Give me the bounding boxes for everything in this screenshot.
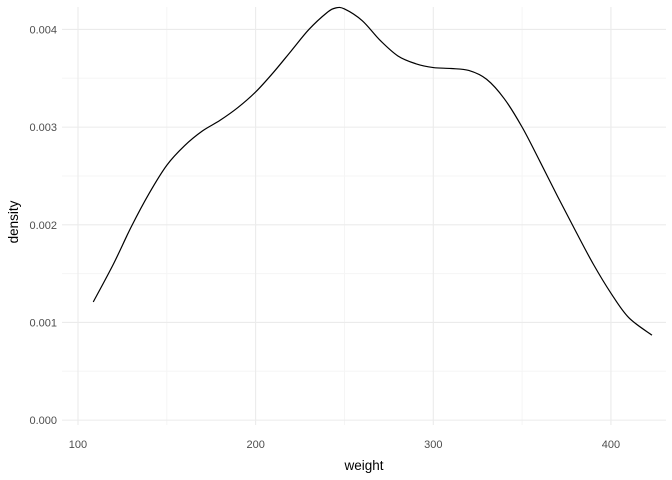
y-tick-label: 0.002: [29, 220, 57, 232]
x-axis-tick-labels: 100 200 300 400: [69, 439, 620, 451]
y-axis-title: density: [6, 200, 21, 243]
minor-gridlines: [62, 7, 666, 425]
y-tick-label: 0.004: [29, 24, 57, 36]
x-tick-label: 200: [246, 439, 264, 451]
x-tick-label: 400: [602, 439, 620, 451]
y-tick-label: 0.000: [29, 415, 57, 427]
major-gridlines: [62, 7, 666, 425]
y-axis-tick-labels: 0.000 0.001 0.002 0.003 0.004: [29, 24, 57, 427]
x-tick-label: 100: [69, 439, 87, 451]
y-tick-label: 0.003: [29, 122, 57, 134]
y-tick-label: 0.001: [29, 317, 57, 329]
x-tick-label: 300: [424, 439, 442, 451]
density-curve: [92, 6, 653, 336]
x-axis-title: weight: [343, 458, 383, 473]
